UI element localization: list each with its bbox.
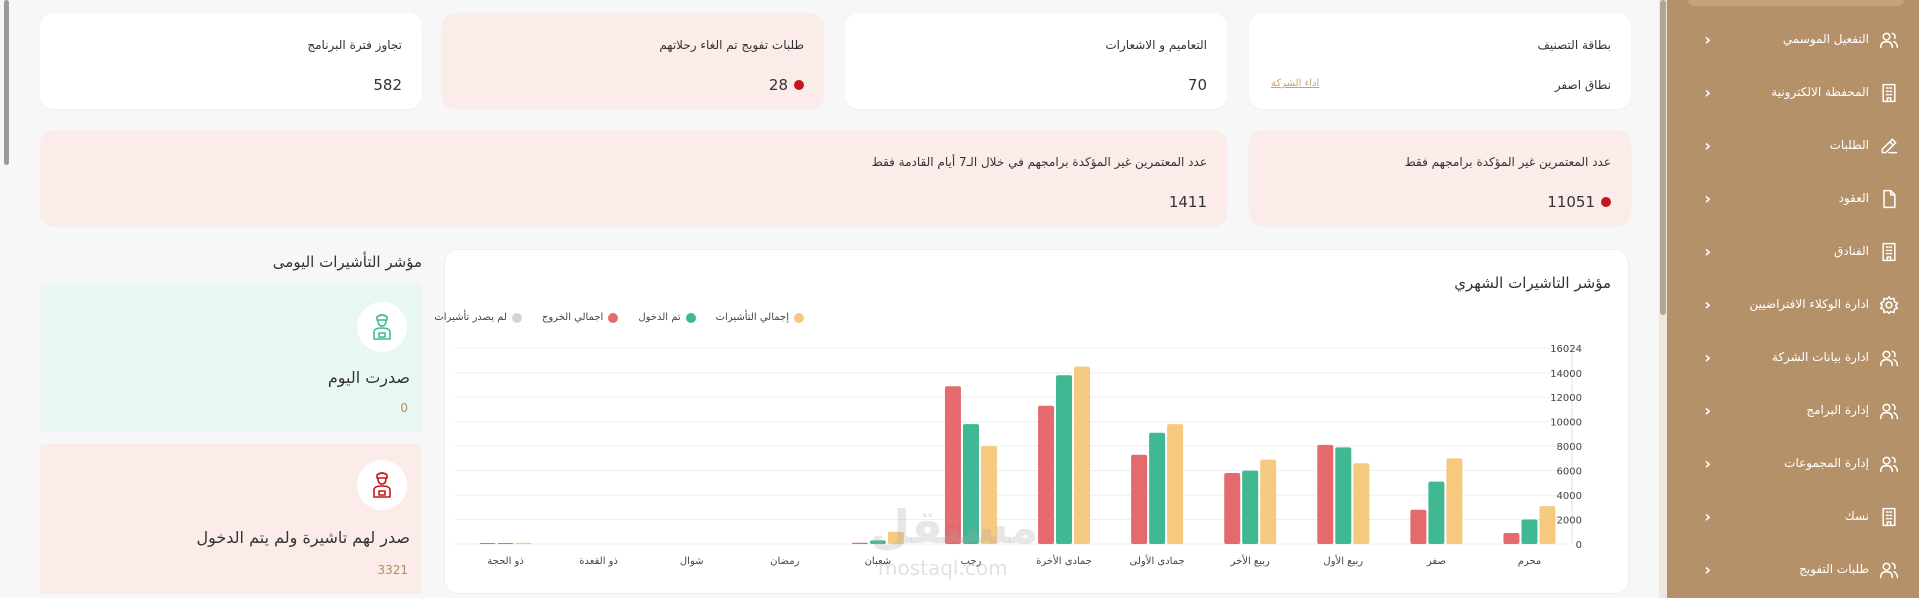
legend-item[interactable]: لم يصدر تأشيرات <box>434 312 522 323</box>
sidebar-item[interactable]: ادارة بيانات الشركة ‹ <box>1667 343 1919 373</box>
chart-title: مؤشر التاشيرات الشهري <box>1454 274 1611 292</box>
exceeded-program-card[interactable]: تجاوز فترة البرنامج 582 <box>40 13 422 109</box>
alert-dot-icon <box>794 80 804 90</box>
sidebar-item-label: نسك <box>1844 509 1869 523</box>
legend-swatch <box>511 312 522 323</box>
circulars-value: 70 <box>1187 76 1207 94</box>
person-icon-wrap <box>357 460 407 510</box>
unconfirmed-card[interactable]: عدد المعتمرين غير المؤكدة برامجهم فقط 11… <box>1249 130 1631 226</box>
sidebar-scroll-thumb[interactable] <box>1660 0 1666 315</box>
issued-not-entered-card[interactable]: صدر لهم تاشيرة ولم يتم الدخول 3321 <box>40 444 422 594</box>
legend-label: لم يصدر تأشيرات <box>434 312 507 323</box>
sidebar-item[interactable]: المحفظة الالكترونية ‹ <box>1667 78 1919 108</box>
legend-item[interactable]: إجمالي التأشيرات <box>716 312 804 323</box>
sidebar: التفعيل الموسمي ‹ المحفظة الالكترونية ‹ الطل… <box>1659 0 1919 598</box>
gear-icon <box>1879 295 1899 315</box>
chevron-left-icon[interactable]: ‹ <box>1704 560 1711 579</box>
alert-dot-icon <box>1601 197 1611 207</box>
sidebar-item[interactable]: الفنادق ‹ <box>1667 237 1919 267</box>
person-icon <box>373 472 391 498</box>
sidebar-item-label: ادارة بيانات الشركة <box>1771 350 1869 364</box>
chevron-left-icon[interactable]: ‹ <box>1704 348 1711 367</box>
chevron-left-icon[interactable]: ‹ <box>1704 242 1711 261</box>
file-icon <box>1879 189 1899 209</box>
legend-item[interactable]: تم الدخول <box>638 312 696 323</box>
sidebar-item-label: العقود <box>1838 191 1869 205</box>
person-icon <box>373 314 391 340</box>
building-icon <box>1879 242 1899 262</box>
classification-title: بطاقة التصنيف <box>1537 38 1611 52</box>
chevron-left-icon[interactable]: ‹ <box>1704 507 1711 526</box>
sidebar-item-label: المحفظة الالكترونية <box>1771 85 1869 99</box>
page-scrollbar[interactable] <box>4 0 9 165</box>
cancel-requests-card[interactable]: طلبات تفويج تم الغاء رحلاتهم 28 <box>442 13 824 109</box>
issued-today-card[interactable]: صدرت اليوم 0 <box>40 284 422 432</box>
cancel-requests-value: 28 <box>769 76 804 94</box>
sidebar-item-label: الفنادق <box>1834 244 1869 258</box>
issued-not-entered-title: صدر لهم تاشيرة ولم يتم الدخول <box>196 528 411 547</box>
sidebar-active-item[interactable] <box>1687 0 1905 6</box>
legend-label: إجمالي التأشيرات <box>715 312 789 323</box>
classification-card: بطاقة التصنيف نطاق اصفر اداء الشركة <box>1249 13 1631 109</box>
issued-not-entered-value: 3321 <box>377 563 408 577</box>
chevron-left-icon[interactable]: ‹ <box>1704 401 1711 420</box>
sidebar-item-label: الطلبات <box>1829 138 1869 152</box>
exceeded-program-value: 582 <box>373 76 402 94</box>
classification-value: نطاق اصفر <box>1554 78 1611 92</box>
unconfirmed-value: 11051 <box>1547 193 1611 211</box>
issued-today-value: 0 <box>400 401 408 415</box>
building-icon <box>1879 83 1899 103</box>
legend-label: تم الدخول <box>638 312 681 323</box>
legend-swatch <box>608 312 619 323</box>
sidebar-item[interactable]: الطلبات ‹ <box>1667 131 1919 161</box>
sidebar-item[interactable]: ادارة الوكلاء الافتراضيين ‹ <box>1667 290 1919 320</box>
unconfirmed-7days-title: عدد المعتمرين غير المؤكدة برامجهم في خلا… <box>871 155 1207 169</box>
sidebar-item[interactable]: العقود ‹ <box>1667 184 1919 214</box>
daily-visas-title: مؤشر التأشيرات اليومى <box>272 253 422 271</box>
unconfirmed-7days-card[interactable]: عدد المعتمرين غير المؤكدة برامجهم في خلا… <box>40 130 1227 226</box>
legend-swatch <box>794 312 804 323</box>
sidebar-item[interactable]: التفعيل الموسمي ‹ <box>1667 25 1919 55</box>
chevron-left-icon[interactable]: ‹ <box>1704 30 1711 49</box>
edit-icon <box>1879 136 1899 156</box>
chevron-left-icon[interactable]: ‹ <box>1704 454 1711 473</box>
company-performance-link[interactable]: اداء الشركة <box>1271 78 1320 89</box>
sidebar-item[interactable]: إدارة المجموعات ‹ <box>1667 449 1919 479</box>
unconfirmed-title: عدد المعتمرين غير المؤكدة برامجهم فقط <box>1404 155 1611 169</box>
users-icon <box>1879 348 1899 368</box>
sidebar-item-label: إدارة البرامج <box>1806 403 1869 417</box>
users-icon <box>1879 454 1899 474</box>
legend-swatch <box>685 312 696 323</box>
building-icon <box>1879 507 1899 527</box>
users-icon <box>1879 401 1899 421</box>
legend-item[interactable]: اجمالي الخروج <box>541 312 619 323</box>
users-icon <box>1879 30 1899 50</box>
issued-today-title: صدرت اليوم <box>327 368 410 387</box>
watermark-logo: مستقل <box>870 500 1039 554</box>
chart-legend: إجمالي التأشيرات تم الدخول اجمالي الخروج لم… <box>434 312 804 323</box>
sidebar-item-label: ادارة الوكلاء الافتراضيين <box>1749 297 1869 311</box>
sidebar-item-label: إدارة المجموعات <box>1784 456 1869 470</box>
sidebar-item-label: طلبات التفويج <box>1799 562 1869 576</box>
legend-label: اجمالي الخروج <box>541 312 604 323</box>
sidebar-item[interactable]: طلبات التفويج ‹ <box>1667 555 1919 585</box>
person-icon-wrap <box>357 302 407 352</box>
exceeded-program-title: تجاوز فترة البرنامج <box>307 38 402 52</box>
sidebar-item[interactable]: نسك ‹ <box>1667 502 1919 532</box>
chevron-left-icon[interactable]: ‹ <box>1704 83 1711 102</box>
chevron-left-icon[interactable]: ‹ <box>1704 295 1711 314</box>
circulars-card[interactable]: التعاميم و الاشعارات 70 <box>845 13 1227 109</box>
watermark-url: mostaql.com <box>878 556 1008 580</box>
chevron-left-icon[interactable]: ‹ <box>1704 136 1711 155</box>
sidebar-item-label: التفعيل الموسمي <box>1782 32 1869 46</box>
sidebar-item[interactable]: إدارة البرامج ‹ <box>1667 396 1919 426</box>
unconfirmed-7days-value: 1411 <box>1168 193 1207 211</box>
cancel-requests-title: طلبات تفويج تم الغاء رحلاتهم <box>659 38 804 52</box>
chevron-left-icon[interactable]: ‹ <box>1704 189 1711 208</box>
users-icon <box>1879 560 1899 580</box>
sidebar-scroll-track[interactable] <box>1659 0 1667 598</box>
circulars-title: التعاميم و الاشعارات <box>1105 38 1207 52</box>
